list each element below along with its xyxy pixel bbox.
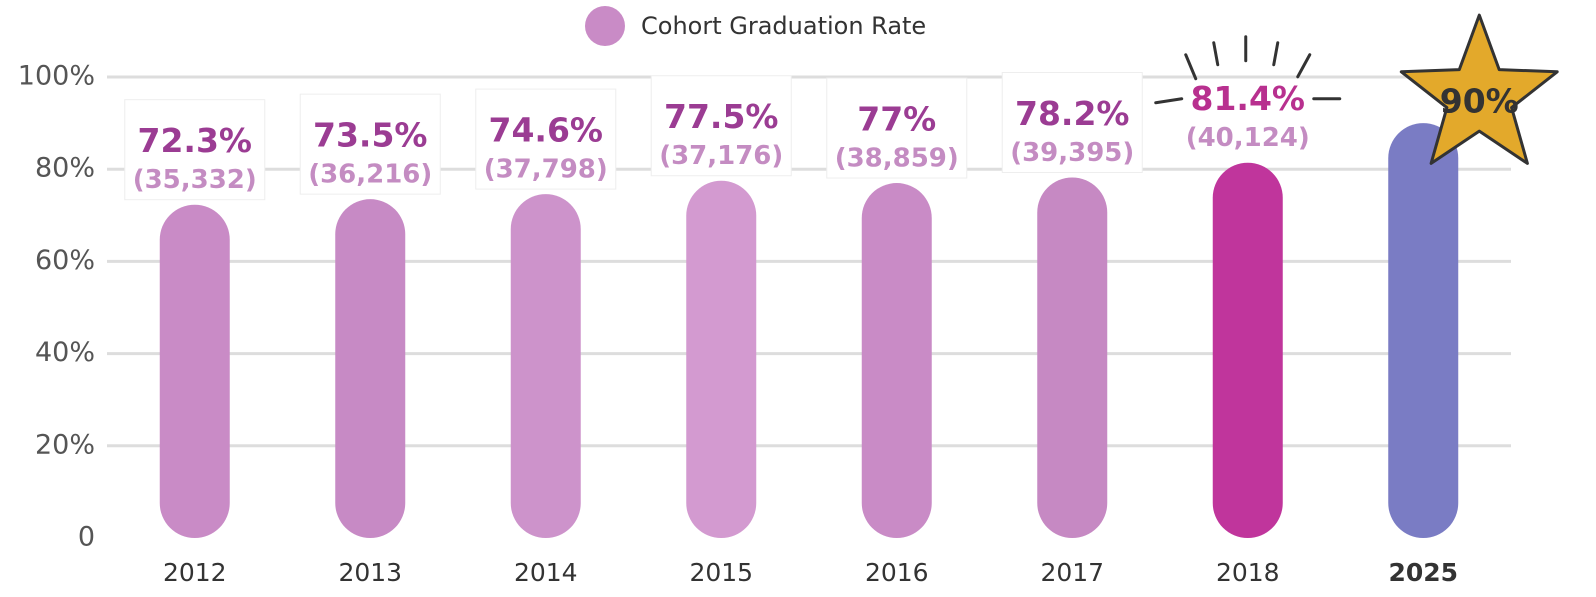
value-label: 77.5% [664,97,779,136]
value-label: 78.2% [1015,94,1130,133]
burst-line [1274,43,1278,65]
y-tick-label: 0 [78,522,95,553]
burst-line [1298,55,1310,77]
legend-swatch [585,6,625,46]
count-label: (37,798) [484,155,608,185]
count-label: (40,124) [1186,123,1310,153]
x-tick-label: 2018 [1216,558,1280,587]
value-label: 74.6% [489,111,604,150]
bar [335,199,405,538]
count-label: (35,332) [133,165,257,195]
bar [1037,177,1107,538]
x-tick-label: 2012 [163,558,227,587]
burst-line [1214,43,1218,65]
x-tick-label: 2017 [1040,558,1104,587]
bar [686,181,756,538]
legend-label: Cohort Graduation Rate [641,12,926,40]
bar [862,183,932,538]
count-label: (37,176) [659,141,783,171]
count-label: (36,216) [308,160,432,190]
burst-line [1156,99,1182,103]
value-label: 72.3% [138,121,253,160]
value-label: 77% [857,100,936,139]
y-tick-label: 100% [18,61,95,92]
x-tick-label: 2013 [338,558,402,587]
count-label: (39,395) [1010,138,1134,168]
burst-line [1186,55,1196,79]
bar [1388,123,1458,538]
y-tick-label: 60% [35,245,95,276]
y-tick-label: 40% [35,337,95,368]
chart: Cohort Graduation Rate 0 20% 40% 60% 80% 100%… [0,0,1596,597]
value-label: 81.4% [1191,79,1306,118]
y-tick-label: 20% [35,429,95,460]
x-tick-label: 2016 [865,558,929,587]
x-tick-label: 2025 [1388,558,1458,587]
bar [160,205,230,538]
bar [511,194,581,538]
bar [1213,163,1283,538]
x-tick-label: 2015 [689,558,753,587]
x-tick-label: 2014 [514,558,578,587]
value-label: 73.5% [313,116,428,155]
count-label: (38,859) [835,144,959,174]
value-label: 90% [1440,82,1519,121]
y-tick-label: 80% [35,153,95,184]
